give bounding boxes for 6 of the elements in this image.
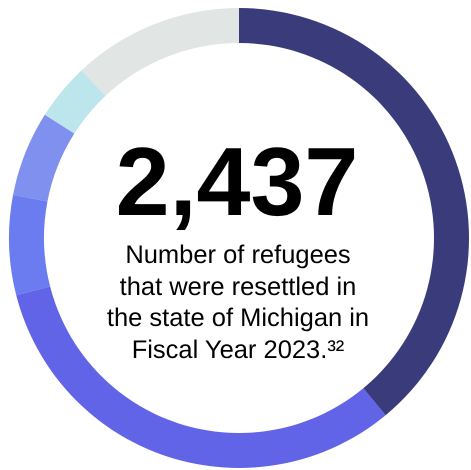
donut-slice	[13, 114, 74, 202]
text: 2,437	[116, 127, 358, 236]
text: Number of refugees that were resettled in the state of Michigan in Fiscal Year 2023.³²	[106, 240, 370, 366]
donut-slice	[82, 8, 239, 96]
donut-slice	[9, 194, 50, 296]
donut-slice	[44, 70, 106, 134]
